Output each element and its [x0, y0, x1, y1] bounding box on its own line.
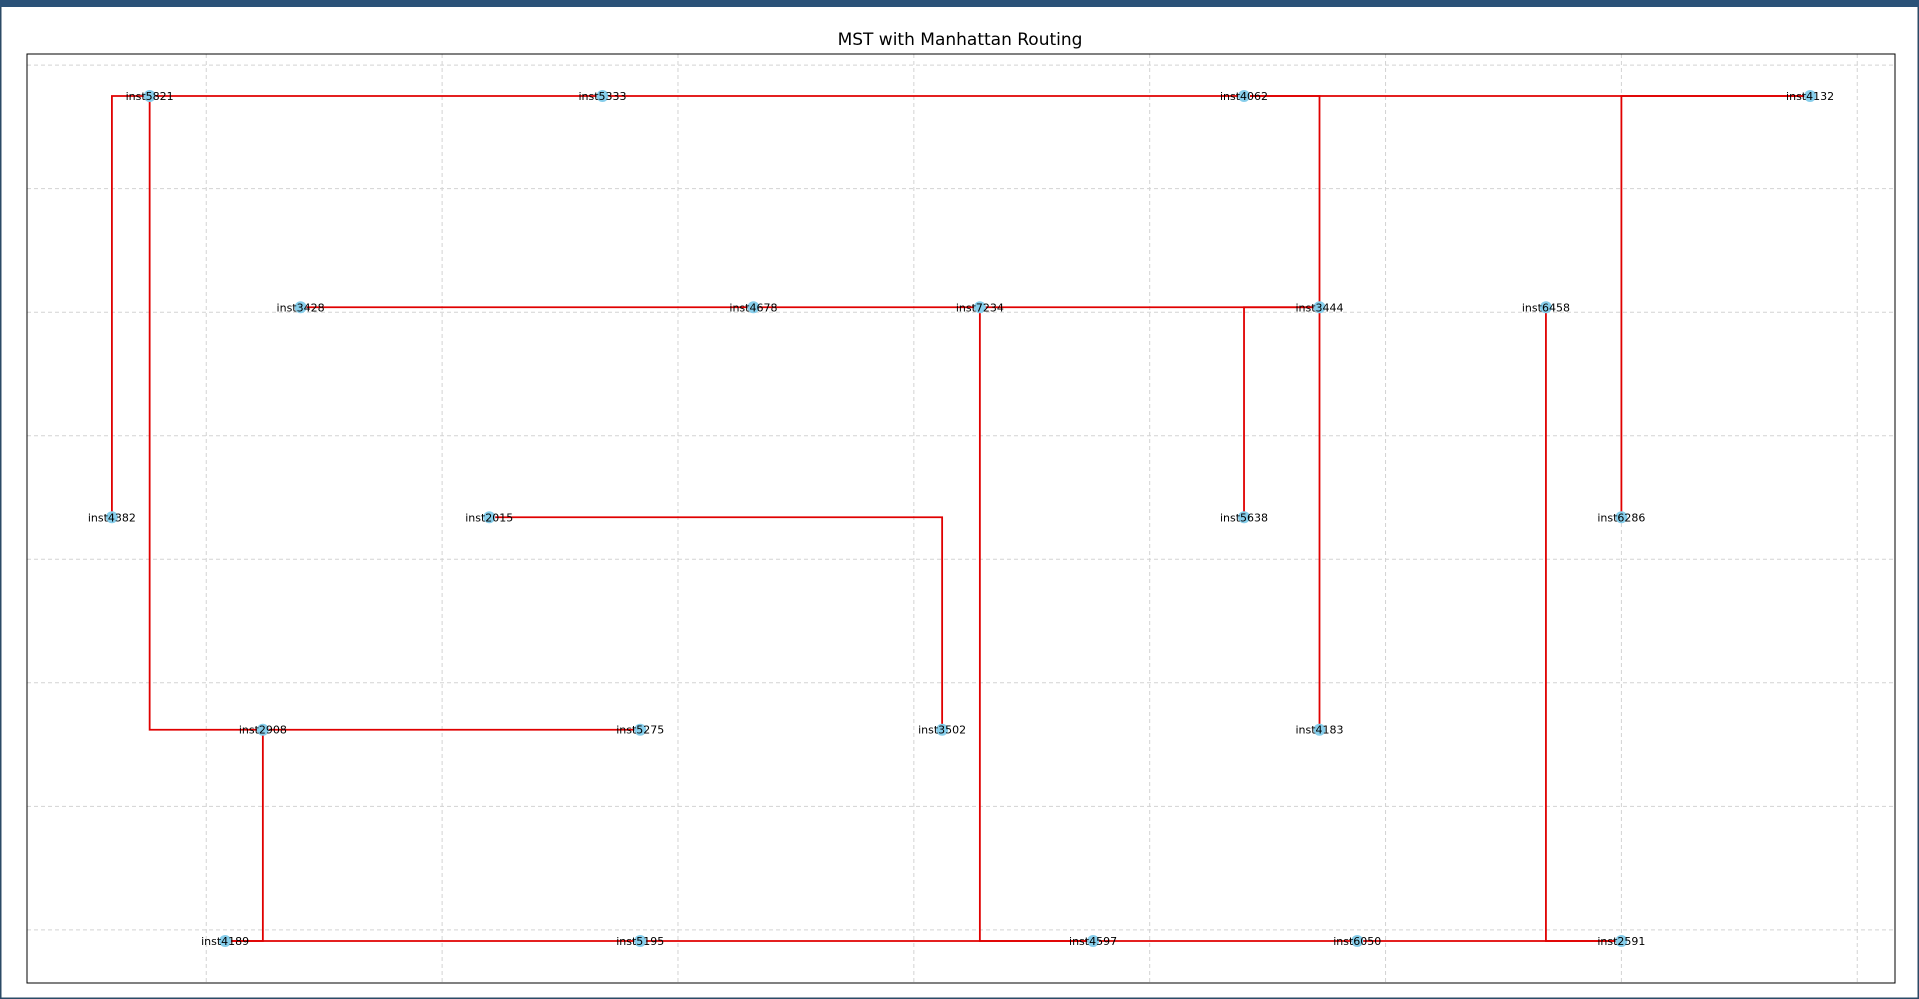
node-label: inst4382 — [88, 511, 136, 524]
node-label: inst4189 — [201, 935, 249, 948]
node-label: inst2015 — [465, 511, 513, 524]
node-label: inst4678 — [729, 301, 777, 314]
node — [256, 723, 269, 736]
edge — [1244, 95, 1321, 308]
node-label: inst4597 — [1069, 935, 1117, 948]
edge — [1243, 306, 1320, 518]
node — [1804, 90, 1817, 103]
node — [143, 90, 156, 103]
node — [596, 90, 609, 103]
node-label: inst5275 — [616, 724, 664, 737]
node-label: inst5195 — [616, 935, 664, 948]
node — [1615, 934, 1628, 947]
node — [1539, 301, 1552, 314]
node — [634, 723, 647, 736]
node — [105, 511, 118, 524]
title-bar — [0, 0, 1919, 7]
node — [1087, 934, 1100, 947]
chart-title: MST with Manhattan Routing — [838, 30, 1083, 50]
node-label: inst6458 — [1522, 301, 1570, 314]
node — [1313, 301, 1326, 314]
node — [973, 301, 986, 314]
nodes: inst5821 inst5333 inst4062 inst4132 inst3428… — [88, 90, 1834, 948]
node — [219, 934, 232, 947]
node-label: inst7234 — [956, 301, 1004, 314]
node — [1351, 934, 1364, 947]
edge — [1620, 95, 1811, 518]
node — [747, 301, 760, 314]
node-label: inst5638 — [1220, 511, 1268, 524]
node-label: inst3428 — [277, 301, 325, 314]
edges — [111, 95, 1811, 942]
node — [294, 301, 307, 314]
plot-frame — [26, 53, 1896, 984]
edge — [489, 516, 944, 730]
node-label: inst5821 — [126, 90, 174, 103]
node-label: inst2908 — [239, 724, 287, 737]
node — [634, 934, 647, 947]
node-label: inst6050 — [1333, 935, 1381, 948]
node — [1615, 511, 1628, 524]
node-label: inst4183 — [1295, 724, 1343, 737]
node-label: inst5333 — [578, 90, 626, 103]
node-label: inst6286 — [1597, 511, 1645, 524]
node-label: inst4062 — [1220, 90, 1268, 103]
node-label: inst3502 — [918, 724, 966, 737]
node — [1238, 90, 1251, 103]
node — [1238, 511, 1251, 524]
edge — [148, 96, 263, 731]
node — [936, 723, 949, 736]
node-label: inst3444 — [1295, 301, 1343, 314]
node-label: inst2591 — [1597, 935, 1645, 948]
edge — [111, 95, 150, 518]
node-label: inst4132 — [1786, 90, 1834, 103]
node — [483, 511, 496, 524]
node — [1313, 723, 1326, 736]
